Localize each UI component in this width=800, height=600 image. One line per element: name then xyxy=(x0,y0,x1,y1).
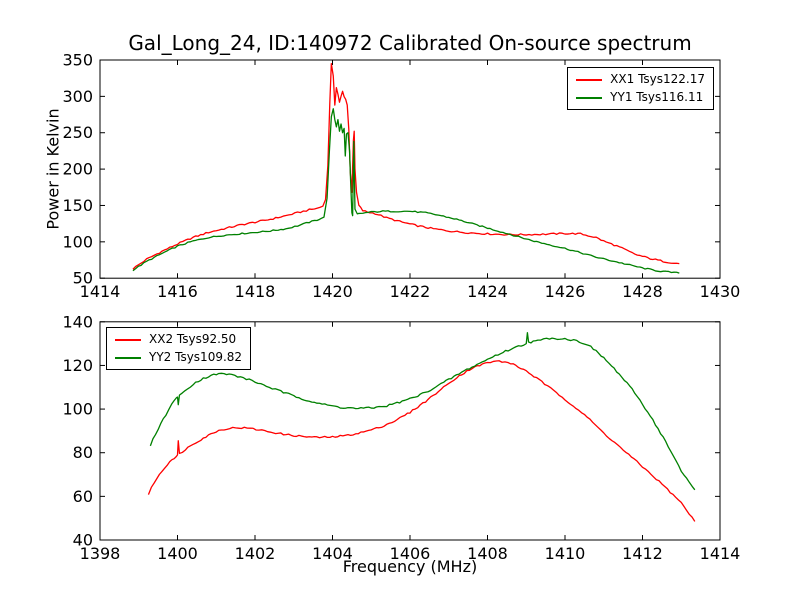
y-tick-label: 80 xyxy=(73,443,93,462)
x-tick-label: 1428 xyxy=(622,282,663,301)
x-tick-label: 1400 xyxy=(157,544,198,563)
x-tick-label: 1414 xyxy=(80,282,121,301)
y-tick-label: 350 xyxy=(62,51,93,70)
legend-line-sample xyxy=(115,338,141,341)
x-tick-label: 1424 xyxy=(467,282,508,301)
y-tick-label: 100 xyxy=(62,400,93,419)
series-line-0-1 xyxy=(132,108,680,274)
axes-0: 1414 1416 1418 1420 1422 1424 1426 1428 1430 50 10… xyxy=(62,51,740,302)
x-tick-label: 1408 xyxy=(467,544,508,563)
x-tick-label: 1426 xyxy=(545,282,586,301)
x-tick-label: 1416 xyxy=(157,282,198,301)
legend-label: YY1 Tsys116.11 xyxy=(610,90,704,104)
x-tick-label: 1422 xyxy=(390,282,431,301)
legend-line-sample xyxy=(576,78,603,81)
legend-line-sample xyxy=(576,96,603,99)
chart-title: Gal_Long_24, ID:140972 Calibrated On-sou… xyxy=(128,31,692,55)
x-tick-label: 1404 xyxy=(312,544,353,563)
x-tick-label: 1418 xyxy=(235,282,276,301)
legend-entry: YY1 Tsys116.11 xyxy=(576,90,705,105)
y-axis-label: Power in Kelvin xyxy=(43,108,63,230)
x-tick-label: 1420 xyxy=(312,282,353,301)
x-tick-label: 1406 xyxy=(390,544,431,563)
y-tick-label: 200 xyxy=(62,160,93,179)
x-tick-label: 1402 xyxy=(235,544,276,563)
y-tick-label: 140 xyxy=(62,312,93,331)
y-tick-label: 50 xyxy=(73,269,93,288)
y-tick-label: 150 xyxy=(62,196,93,215)
y-tick-label: 120 xyxy=(62,356,93,375)
y-tick-label: 60 xyxy=(73,487,93,506)
legend-entry: XX1 Tsys122.17 xyxy=(576,72,705,87)
x-tick-label: 1414 xyxy=(700,544,741,563)
series-line-1-0 xyxy=(147,360,696,522)
x-tick-label: 1412 xyxy=(622,544,663,563)
x-tick-label: 1398 xyxy=(80,544,121,563)
x-tick-label: 1430 xyxy=(700,282,741,301)
legend-label: YY2 Tsys109.82 xyxy=(149,350,243,364)
legend-label: XX1 Tsys122.17 xyxy=(610,72,705,86)
x-axis-label: Frequency (MHz) xyxy=(342,557,478,576)
y-tick-label: 100 xyxy=(62,232,93,251)
legend-label: XX2 Tsys92.50 xyxy=(149,332,237,346)
legend-top-plot: XX1 Tsys122.17 YY1 Tsys116.11 xyxy=(567,67,714,110)
legend-entry: XX2 Tsys92.50 xyxy=(115,332,242,347)
legend-bottom-plot: XX2 Tsys92.50 YY2 Tsys109.82 xyxy=(106,327,252,370)
y-tick-label: 250 xyxy=(62,123,93,142)
y-tick-label: 300 xyxy=(62,87,93,106)
series-line-0-0 xyxy=(132,62,680,270)
y-tick-label: 40 xyxy=(73,531,93,550)
axes-1: 1398 1400 1402 1404 1406 1408 1410 1412 1414 40 60… xyxy=(62,312,740,563)
series-line-1-1 xyxy=(149,332,696,491)
legend-entry: YY2 Tsys109.82 xyxy=(115,350,242,365)
x-tick-label: 1410 xyxy=(545,544,586,563)
legend-line-sample xyxy=(115,356,141,359)
